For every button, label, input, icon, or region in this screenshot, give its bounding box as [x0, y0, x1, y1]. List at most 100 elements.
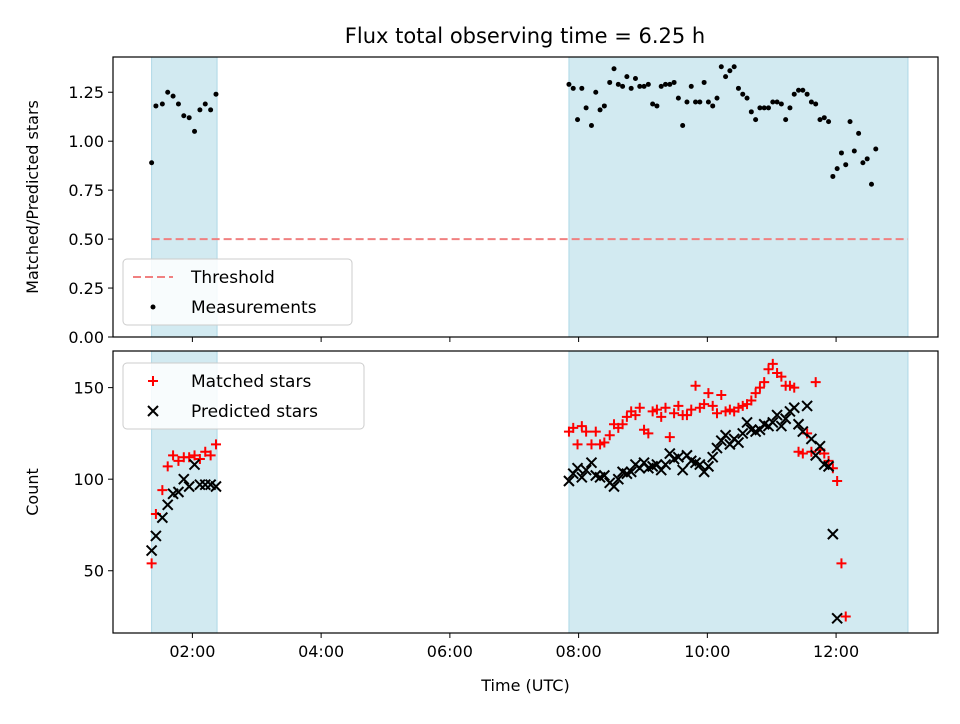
- matched-star-point: [586, 439, 597, 450]
- measurement-point: [778, 101, 784, 107]
- measurement-point: [175, 101, 181, 107]
- predicted-star-point: [576, 471, 588, 484]
- measurement-point: [697, 99, 703, 105]
- y-tick-label: 150: [73, 379, 104, 398]
- measurement-point: [149, 160, 155, 166]
- measurement-point: [740, 91, 746, 97]
- axes-frame: [112, 56, 939, 338]
- y-tick-label: 0.25: [68, 279, 104, 298]
- measurement-point: [710, 103, 716, 109]
- predicted-star-point: [612, 473, 625, 485]
- matched-star-point: [669, 408, 680, 419]
- y-tick-label: 1.25: [68, 83, 104, 102]
- measurement-point: [680, 123, 686, 129]
- measurement-point: [744, 95, 750, 101]
- matched-star-point: [711, 408, 722, 419]
- measurement-point: [667, 81, 673, 87]
- predicted-star-point: [598, 469, 611, 482]
- measurement-point: [826, 119, 832, 125]
- measurement-point: [153, 103, 159, 109]
- measurement-point: [159, 101, 165, 107]
- matched-star-point: [590, 426, 601, 437]
- predicted-star-point: [145, 544, 158, 557]
- measurement-point: [208, 107, 214, 113]
- measurement-point: [808, 99, 814, 105]
- predicted-star-point: [625, 466, 637, 478]
- predicted-star-point: [822, 460, 835, 473]
- chart-title: Flux total observing time = 6.25 h: [345, 24, 705, 48]
- measurement-point: [748, 109, 754, 115]
- measurement-point: [770, 99, 776, 105]
- matched-star-point: [168, 450, 179, 461]
- y-axis-label: Count: [23, 468, 42, 516]
- measurement-point: [658, 83, 664, 89]
- matched-star-point: [840, 611, 851, 622]
- matched-star-point: [746, 395, 757, 406]
- legend-label: Matched stars: [191, 372, 311, 392]
- predicted-star-point: [608, 480, 620, 493]
- measurement-point: [597, 107, 603, 113]
- predicted-star-point: [672, 451, 685, 463]
- matched-star-point: [576, 421, 587, 432]
- legend: Threshold Measurements: [122, 258, 353, 326]
- observing-interval-1: [568, 350, 909, 634]
- measurement-point: [170, 93, 176, 99]
- measurement-point: [838, 150, 844, 156]
- predicted-star-point: [719, 429, 732, 441]
- measurement-point: [654, 103, 660, 109]
- matched-star-point: [810, 377, 821, 388]
- predicted-star-point: [571, 462, 584, 474]
- predicted-star-point: [792, 418, 805, 430]
- x-tick-label: 04:00: [298, 642, 344, 661]
- measurement-point: [796, 87, 802, 93]
- matched-star-point: [651, 404, 662, 415]
- matched-star-point: [707, 400, 718, 411]
- matched-star-point: [205, 450, 216, 461]
- matched-star-point: [690, 380, 701, 391]
- predicted-star-point: [771, 409, 783, 421]
- measurement-point: [693, 99, 699, 105]
- matched-star-point: [621, 411, 632, 422]
- matched-star-point: [703, 388, 714, 399]
- measurement-point: [817, 117, 823, 123]
- legend-measurements-swatch: [150, 304, 156, 310]
- predicted-star-point: [741, 416, 753, 429]
- measurement-point: [566, 81, 572, 87]
- predicted-star-point: [659, 458, 672, 471]
- matched-star-point: [686, 404, 697, 415]
- measurement-point: [650, 101, 656, 107]
- matched-star-point: [189, 450, 200, 461]
- x-axis-label: Time (UTC): [480, 676, 569, 695]
- matched-star-point: [763, 364, 774, 375]
- predicted-star-point: [150, 530, 162, 542]
- matched-star-point: [660, 402, 671, 413]
- measurement-point: [645, 81, 651, 87]
- matched-star-point: [767, 358, 778, 369]
- measurement-point: [588, 123, 594, 129]
- measurement-point: [620, 83, 626, 89]
- measurement-point: [570, 85, 576, 91]
- measurement-point: [757, 105, 763, 111]
- matched-star-point: [789, 382, 800, 393]
- measurement-point: [830, 173, 836, 179]
- matched-star-point: [759, 377, 770, 388]
- measurement-point: [607, 79, 613, 85]
- matched-star-point: [832, 476, 843, 487]
- predicted-star-point: [676, 464, 689, 476]
- x-tick-label: 08:00: [556, 642, 602, 661]
- bottom-panel-count: 50 100 150 02:00 04:00 06:00 08:00 10:00 12:00 Co…: [23, 350, 939, 695]
- measurement-point: [615, 81, 621, 87]
- legend-label: Measurements: [191, 298, 317, 318]
- measurement-point: [791, 91, 797, 97]
- observing-interval-1: [568, 56, 909, 338]
- legend-predicted-swatch: [147, 405, 159, 417]
- matched-star-point: [750, 388, 761, 399]
- matched-star-point: [581, 426, 592, 437]
- measurement-point: [213, 91, 219, 97]
- predicted-star-point: [178, 473, 190, 485]
- measurement-point: [688, 83, 694, 89]
- measurement-point: [632, 76, 638, 82]
- y-tick-label: 0.50: [68, 230, 104, 249]
